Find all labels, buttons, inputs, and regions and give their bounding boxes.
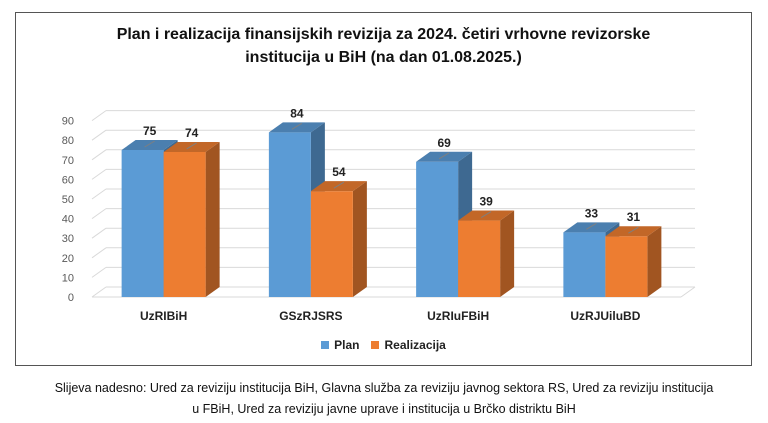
legend-label: Realizacija [384,338,446,352]
y-tick-label: 90 [62,116,74,128]
chart-legend: Plan Realizacija [16,338,751,352]
bar-top [605,226,662,237]
chart-title-line-2: institucija u BiH (na dan 01.08.2025.) [245,49,522,66]
bar-side [352,181,367,297]
data-label: 75 [143,124,157,138]
chart-title: Plan i realizacija finansijskih revizija… [16,23,751,69]
gridline-depth [91,208,107,220]
data-label-leader [438,152,450,160]
bar-top [563,222,620,233]
data-label-leader [291,122,303,130]
legend-label: Plan [334,338,360,352]
bar [605,236,648,297]
bar-top [310,181,367,192]
data-label: 33 [585,206,599,220]
data-label-leader [186,142,197,150]
bar-top [163,141,220,152]
bar [563,232,606,297]
bar-top [121,140,178,150]
data-label-leader [628,226,639,234]
data-label-leader [144,140,155,148]
bar-top [416,151,473,162]
chart-footnote: Slijeva nadesno: Ured za reviziju instit… [0,378,768,420]
gridline-depth [91,110,107,122]
footnote-line-2: u FBiH, Ured za reviziju javne uprave i … [192,402,576,416]
x-tick-label: GSzRJSRS [279,309,342,323]
x-tick-label: UzRJUiluBD [570,309,640,323]
data-label-leader [333,181,345,189]
data-label: 69 [437,136,451,150]
bar [163,151,206,297]
bar-side [500,210,515,297]
legend-swatch [371,341,380,349]
y-tick-label: 20 [62,253,74,265]
data-label: 74 [185,126,199,140]
gridline-depth [91,129,107,141]
y-tick-label: 40 [62,214,74,226]
legend-item: Realizacija [371,338,446,352]
bar-top [458,210,515,221]
gridline-depth [91,168,107,180]
y-tick-label: 0 [68,292,74,304]
x-tick-label: UzRIBiH [140,309,187,323]
chart-frame: Plan i realizacija finansijskih revizija… [15,12,752,366]
data-label: 31 [627,210,641,224]
bar [121,150,164,297]
bar-top [268,122,325,133]
y-tick-label: 60 [62,174,74,186]
legend-swatch [321,341,330,349]
gridline-depth [91,227,107,239]
floor-edge [680,286,696,298]
gridline-depth [91,286,107,298]
data-label: 54 [332,165,346,179]
gridline-depth [91,266,107,278]
y-tick-label: 50 [62,194,74,206]
gridline-depth [91,149,107,161]
y-tick-label: 80 [62,135,74,147]
chart-title-line-1: Plan i realizacija finansijskih revizija… [116,26,651,43]
x-tick-label: UzRIuFBiH [427,309,489,323]
bar [310,191,353,297]
data-label-leader [586,222,597,230]
data-label: 39 [479,195,493,209]
chart-plot: 0 10 20 30 40 50 60 70 80 90 75 74 UzRIBiH 84 54 GSzRJS… [62,106,696,323]
data-label-leader [480,211,492,218]
data-label: 84 [290,106,304,120]
gridline-depth [91,188,107,200]
gridline-depth [91,247,107,259]
bar-side [205,141,220,297]
bar [458,220,501,297]
y-tick-label: 70 [62,155,74,167]
bar [268,132,311,297]
bar-side [647,226,662,297]
legend-item: Plan [321,338,359,352]
y-tick-label: 10 [62,272,74,284]
footnote-line-1: Slijeva nadesno: Ured za reviziju instit… [54,381,714,395]
y-tick-label: 30 [62,233,74,245]
bar [416,161,459,297]
